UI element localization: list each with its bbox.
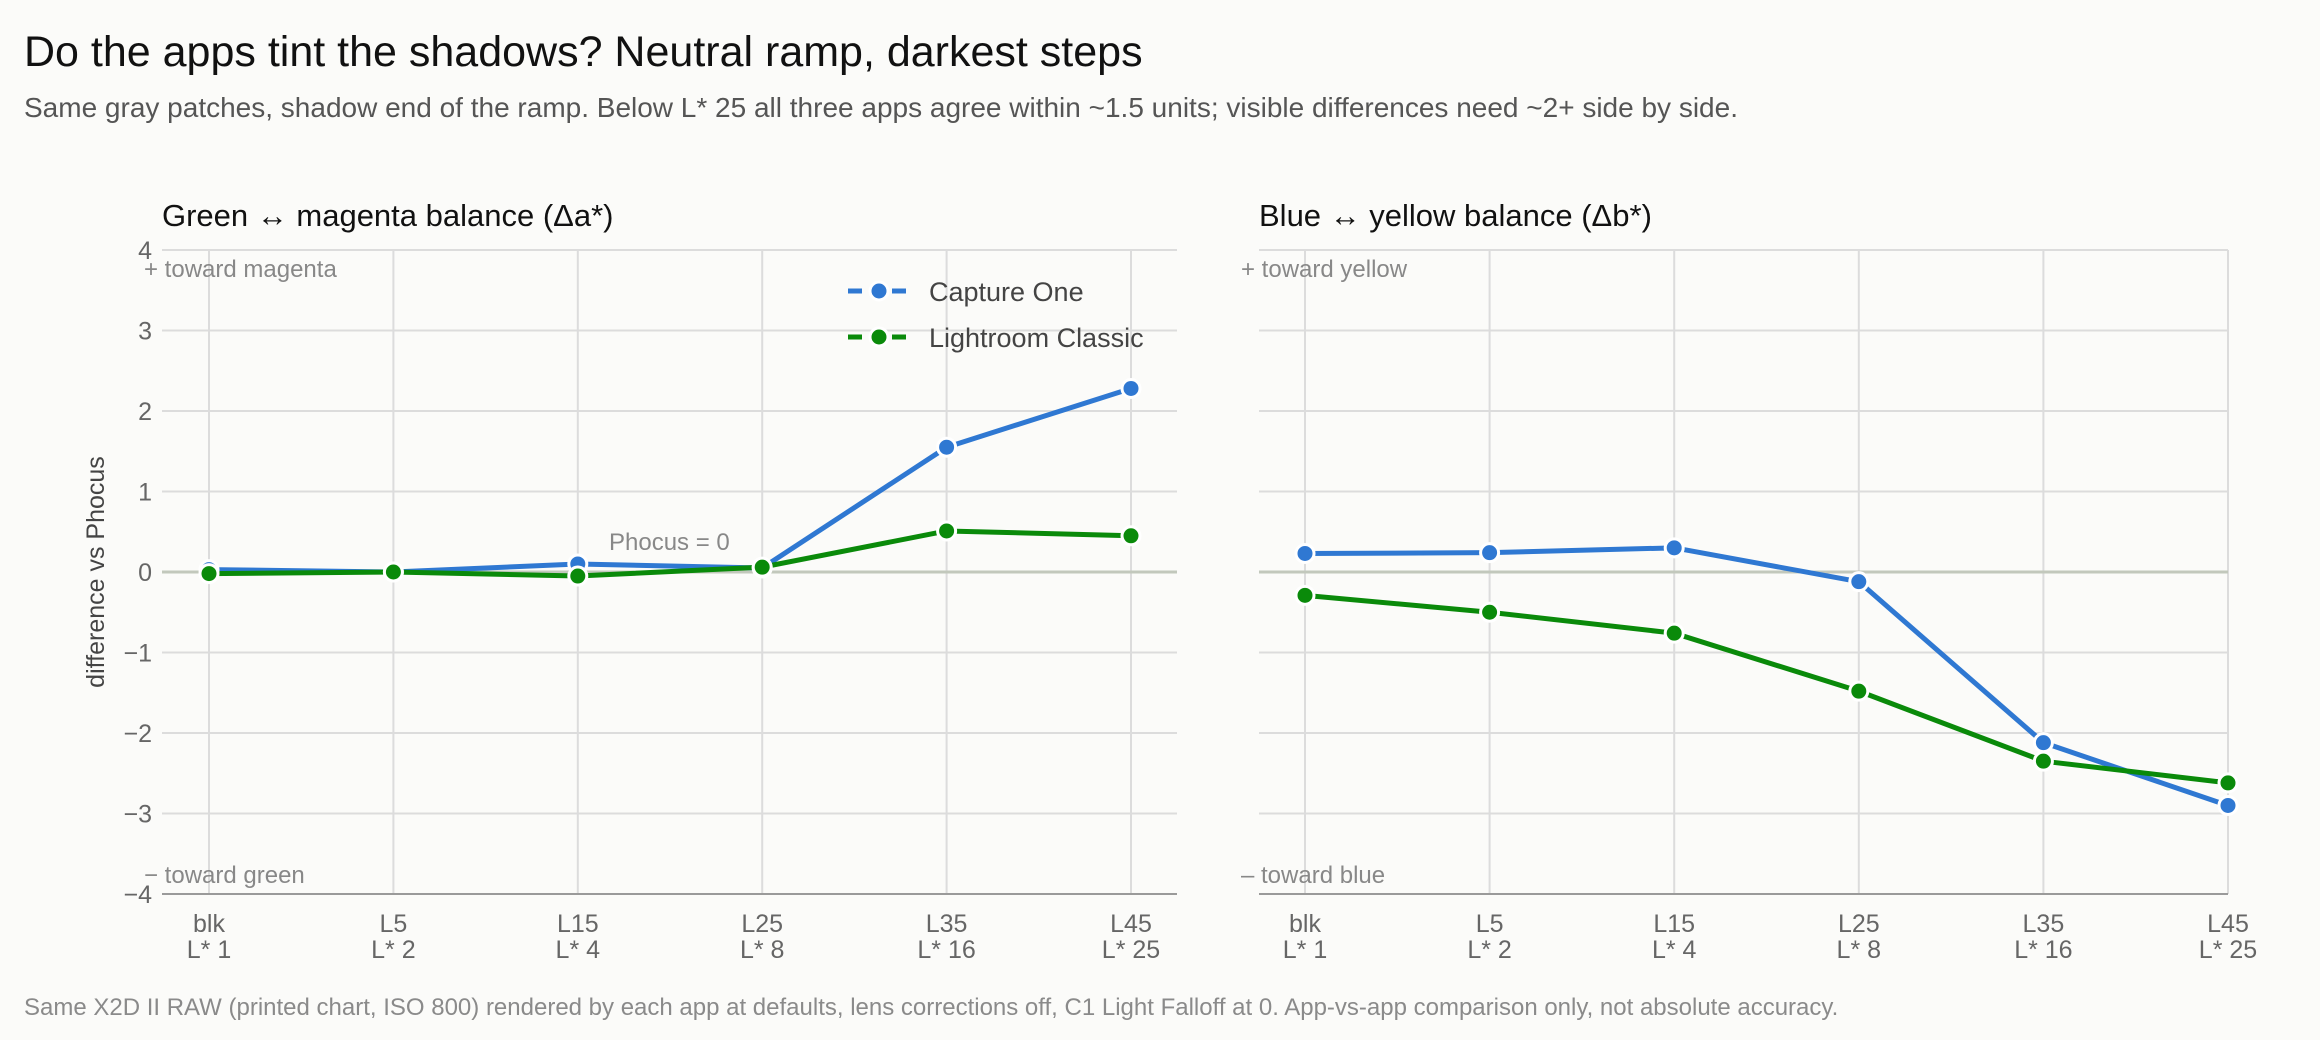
x-tick-sublabel: L* 2	[1467, 936, 1511, 964]
x-tick-sublabel: L* 2	[371, 936, 415, 964]
data-point-lightroom-classic	[1479, 601, 1501, 623]
y-tick-label: 4	[138, 237, 152, 265]
panel-title-2: Blue ↔ yellow balance (Δb*)	[1259, 198, 1652, 233]
x-tick-label: L25	[1838, 910, 1880, 938]
y-tick-label: −2	[123, 720, 152, 748]
data-point-lightroom-classic	[567, 565, 589, 587]
y-tick-label: 3	[138, 318, 152, 346]
data-point-lightroom-classic	[1294, 584, 1316, 606]
data-point-lightroom-classic	[1848, 680, 1870, 702]
data-point-capture-one	[1294, 542, 1316, 564]
data-point-capture-one	[936, 436, 958, 458]
x-tick-label: L5	[379, 910, 407, 938]
series-line-capture-one	[1304, 545, 2229, 808]
data-point-lightroom-classic	[1120, 525, 1142, 547]
x-tick-sublabel: L* 1	[1283, 936, 1327, 964]
x-tick-sublabel: L* 4	[556, 936, 601, 964]
legend-swatch-marker	[868, 326, 890, 348]
chart-title: Do the apps tint the shadows? Neutral ra…	[24, 28, 1143, 76]
data-point-capture-one	[1848, 571, 1870, 593]
data-point-capture-one	[2217, 794, 2239, 816]
y-tick-label: −1	[123, 640, 152, 668]
legend-swatch-marker	[868, 280, 890, 302]
y-tick-label: 2	[138, 398, 152, 426]
annotation-bottom: – toward blue	[1241, 862, 1385, 889]
x-tick-sublabel: L* 1	[187, 936, 231, 964]
x-tick-label: L25	[741, 910, 783, 938]
legend-entry: Lightroom Classic	[929, 323, 1144, 353]
panel-title-1: Green ↔ magenta balance (Δa*)	[162, 198, 614, 233]
data-point-capture-one	[1663, 537, 1685, 559]
x-tick-sublabel: L* 25	[1102, 936, 1160, 964]
data-point-capture-one	[1479, 542, 1501, 564]
series-line-lightroom-classic	[1304, 592, 2229, 786]
data-point-capture-one	[2032, 732, 2054, 754]
annotation-bottom: − toward green	[144, 862, 305, 889]
chart-subtitle: Same gray patches, shadow end of the ram…	[24, 92, 1738, 123]
data-point-lightroom-classic	[2032, 750, 2054, 772]
x-tick-sublabel: L* 25	[2199, 936, 2257, 964]
x-tick-sublabel: L* 8	[740, 936, 784, 964]
y-tick-label: 0	[138, 559, 152, 587]
x-tick-label: blk	[193, 910, 225, 938]
y-tick-label: 1	[138, 479, 152, 507]
data-point-lightroom-classic	[1663, 622, 1685, 644]
x-tick-label: L35	[926, 910, 968, 938]
data-point-lightroom-classic	[2217, 772, 2239, 794]
data-point-lightroom-classic	[198, 563, 220, 585]
series-line-lightroom-classic	[208, 528, 1132, 579]
annotation-top: + toward magenta	[144, 256, 337, 283]
x-tick-sublabel: L* 4	[1652, 936, 1697, 964]
x-tick-label: L15	[1653, 910, 1695, 938]
y-tick-label: −4	[123, 881, 152, 909]
x-tick-label: blk	[1289, 910, 1321, 938]
chart-footnote: Same X2D II RAW (printed chart, ISO 800)…	[24, 994, 1839, 1021]
data-point-lightroom-classic	[382, 561, 404, 583]
data-point-lightroom-classic	[751, 556, 773, 578]
x-tick-label: L45	[1110, 910, 1152, 938]
x-tick-sublabel: L* 16	[917, 936, 975, 964]
y-axis-label: difference vs Phocus	[82, 456, 110, 688]
x-tick-label: L15	[557, 910, 599, 938]
annotation-zero: Phocus = 0	[609, 529, 730, 556]
legend-entry: Capture One	[929, 277, 1084, 307]
x-tick-sublabel: L* 16	[2014, 936, 2072, 964]
x-tick-label: L45	[2207, 910, 2249, 938]
x-tick-sublabel: L* 8	[1837, 936, 1881, 964]
data-point-lightroom-classic	[936, 520, 958, 542]
data-point-capture-one	[1120, 377, 1142, 399]
x-tick-label: L35	[2023, 910, 2065, 938]
y-tick-label: −3	[123, 801, 152, 829]
annotation-top: + toward yellow	[1241, 256, 1408, 283]
x-tick-label: L5	[1476, 910, 1504, 938]
